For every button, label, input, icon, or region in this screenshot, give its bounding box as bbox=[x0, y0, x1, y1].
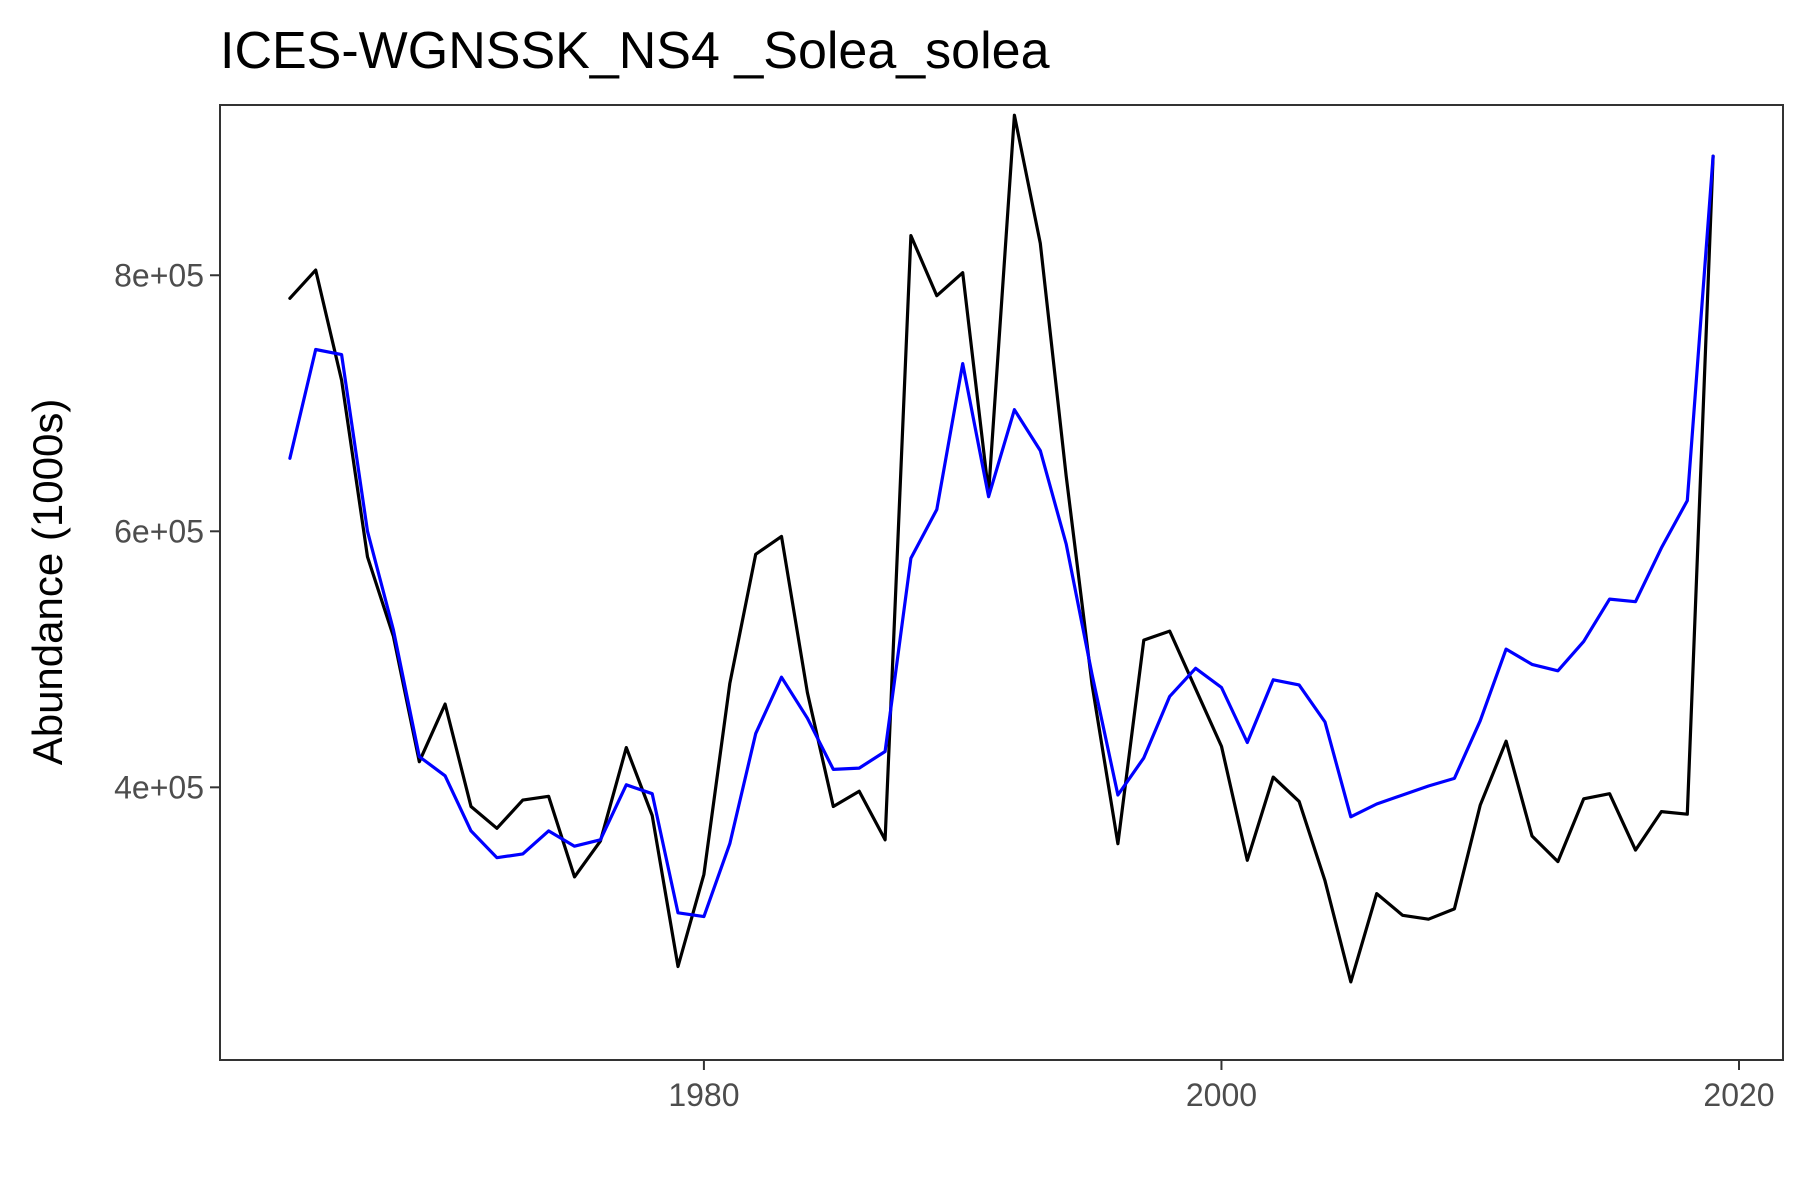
y-axis: 4e+05 6e+05 8e+05 bbox=[114, 257, 220, 805]
x-axis: 1980 2000 2020 bbox=[668, 1060, 1775, 1113]
y-tick-label-0: 4e+05 bbox=[114, 769, 204, 805]
x-tick-label-2020: 2020 bbox=[1703, 1077, 1774, 1113]
series-line-2 bbox=[288, 154, 1715, 919]
y-tick-label-1: 6e+05 bbox=[114, 513, 204, 549]
y-axis-label: Abundance (1000s) bbox=[24, 399, 71, 766]
series-layer bbox=[288, 113, 1715, 984]
chart-title: ICES-WGNSSK_NS4 _Solea_solea bbox=[220, 22, 1050, 80]
y-tick-label-2: 8e+05 bbox=[114, 257, 204, 293]
plot-panel bbox=[219, 104, 1784, 1061]
x-tick-label-1980: 1980 bbox=[668, 1077, 739, 1113]
x-tick-label-2000: 2000 bbox=[1186, 1077, 1257, 1113]
series-line-1 bbox=[288, 113, 1715, 984]
